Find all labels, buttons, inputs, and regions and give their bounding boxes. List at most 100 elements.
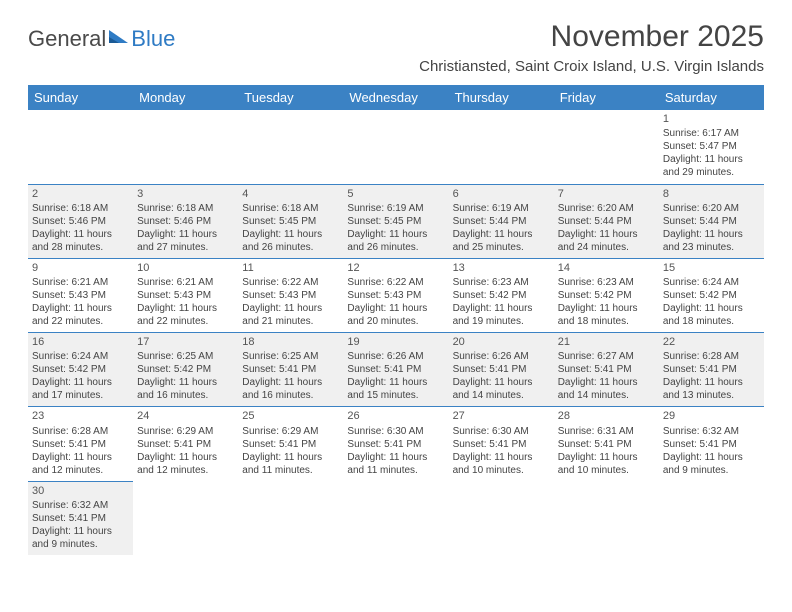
cell-line: and 10 minutes. [453,464,550,477]
calendar-cell: 7Sunrise: 6:20 AMSunset: 5:44 PMDaylight… [554,184,659,258]
calendar-cell-empty [133,481,238,555]
calendar-cell: 28Sunrise: 6:31 AMSunset: 5:41 PMDayligh… [554,407,659,481]
cell-line: Sunrise: 6:29 AM [137,425,234,438]
cell-line: Sunrise: 6:32 AM [663,425,760,438]
cell-line: Daylight: 11 hours [242,228,339,241]
cell-line: Sunset: 5:44 PM [663,215,760,228]
cell-line: Sunrise: 6:21 AM [32,276,129,289]
calendar-row: 2Sunrise: 6:18 AMSunset: 5:46 PMDaylight… [28,184,764,258]
cell-line: Sunset: 5:43 PM [347,289,444,302]
calendar-row: 1Sunrise: 6:17 AMSunset: 5:47 PMDaylight… [28,110,764,184]
cell-line: and 29 minutes. [663,166,760,179]
cell-line: Sunset: 5:44 PM [453,215,550,228]
calendar-row: 30Sunrise: 6:32 AMSunset: 5:41 PMDayligh… [28,481,764,555]
calendar-row: 9Sunrise: 6:21 AMSunset: 5:43 PMDaylight… [28,258,764,332]
day-number: 5 [347,187,444,201]
cell-line: Daylight: 11 hours [663,153,760,166]
cell-line: Sunset: 5:41 PM [32,438,129,451]
calendar-cell: 6Sunrise: 6:19 AMSunset: 5:44 PMDaylight… [449,184,554,258]
day-number: 23 [32,409,129,423]
cell-line: Sunrise: 6:20 AM [558,202,655,215]
day-number: 16 [32,335,129,349]
day-header: Saturday [659,85,764,110]
cell-line: Sunset: 5:42 PM [137,363,234,376]
cell-line: Daylight: 11 hours [663,451,760,464]
title-block: November 2025 Christiansted, Saint Croix… [419,20,764,75]
cell-line: Daylight: 11 hours [663,376,760,389]
calendar-cell: 29Sunrise: 6:32 AMSunset: 5:41 PMDayligh… [659,407,764,481]
cell-line: and 18 minutes. [663,315,760,328]
calendar-cell-empty [554,110,659,184]
day-number: 2 [32,187,129,201]
cell-line: Daylight: 11 hours [663,302,760,315]
day-number: 14 [558,261,655,275]
day-number: 7 [558,187,655,201]
cell-line: and 16 minutes. [242,389,339,402]
cell-line: Daylight: 11 hours [558,376,655,389]
cell-line: Sunset: 5:42 PM [453,289,550,302]
cell-line: and 16 minutes. [137,389,234,402]
calendar-cell: 22Sunrise: 6:28 AMSunset: 5:41 PMDayligh… [659,333,764,407]
day-header: Tuesday [238,85,343,110]
calendar-cell: 2Sunrise: 6:18 AMSunset: 5:46 PMDaylight… [28,184,133,258]
cell-line: and 11 minutes. [347,464,444,477]
day-number: 18 [242,335,339,349]
calendar-cell: 14Sunrise: 6:23 AMSunset: 5:42 PMDayligh… [554,258,659,332]
cell-line: and 10 minutes. [558,464,655,477]
day-number: 29 [663,409,760,423]
calendar-cell: 18Sunrise: 6:25 AMSunset: 5:41 PMDayligh… [238,333,343,407]
cell-line: Sunrise: 6:30 AM [453,425,550,438]
cell-line: and 25 minutes. [453,241,550,254]
month-title: November 2025 [419,20,764,54]
cell-line: Sunrise: 6:30 AM [347,425,444,438]
calendar-cell: 16Sunrise: 6:24 AMSunset: 5:42 PMDayligh… [28,333,133,407]
cell-line: and 28 minutes. [32,241,129,254]
day-number: 10 [137,261,234,275]
cell-line: Daylight: 11 hours [558,302,655,315]
cell-line: Daylight: 11 hours [453,376,550,389]
cell-line: Sunset: 5:41 PM [347,363,444,376]
cell-line: and 12 minutes. [32,464,129,477]
day-header: Friday [554,85,659,110]
cell-line: Daylight: 11 hours [347,451,444,464]
cell-line: Daylight: 11 hours [137,451,234,464]
cell-line: Sunrise: 6:32 AM [32,499,129,512]
cell-line: and 27 minutes. [137,241,234,254]
cell-line: Sunset: 5:42 PM [558,289,655,302]
cell-line: and 23 minutes. [663,241,760,254]
cell-line: and 18 minutes. [558,315,655,328]
cell-line: Daylight: 11 hours [347,228,444,241]
calendar-cell-empty [659,481,764,555]
cell-line: Sunset: 5:43 PM [242,289,339,302]
cell-line: Daylight: 11 hours [453,451,550,464]
header: General Blue November 2025 Christiansted… [28,20,764,75]
logo-text-dark: General [28,26,106,52]
cell-line: and 11 minutes. [242,464,339,477]
calendar-cell: 13Sunrise: 6:23 AMSunset: 5:42 PMDayligh… [449,258,554,332]
cell-line: Daylight: 11 hours [242,451,339,464]
day-number: 27 [453,409,550,423]
day-number: 22 [663,335,760,349]
cell-line: Daylight: 11 hours [32,302,129,315]
cell-line: and 14 minutes. [453,389,550,402]
cell-line: Sunset: 5:41 PM [663,363,760,376]
location: Christiansted, Saint Croix Island, U.S. … [419,58,764,75]
cell-line: Daylight: 11 hours [347,376,444,389]
cell-line: and 19 minutes. [453,315,550,328]
cell-line: Sunset: 5:44 PM [558,215,655,228]
cell-line: Daylight: 11 hours [242,302,339,315]
cell-line: Sunset: 5:45 PM [242,215,339,228]
day-header: Sunday [28,85,133,110]
cell-line: Sunrise: 6:18 AM [137,202,234,215]
cell-line: Sunrise: 6:21 AM [137,276,234,289]
cell-line: Daylight: 11 hours [347,302,444,315]
calendar-cell: 4Sunrise: 6:18 AMSunset: 5:45 PMDaylight… [238,184,343,258]
day-number: 19 [347,335,444,349]
calendar-cell: 24Sunrise: 6:29 AMSunset: 5:41 PMDayligh… [133,407,238,481]
cell-line: and 22 minutes. [137,315,234,328]
calendar-table: SundayMondayTuesdayWednesdayThursdayFrid… [28,85,764,555]
cell-line: Sunrise: 6:24 AM [663,276,760,289]
cell-line: Sunset: 5:41 PM [558,363,655,376]
day-number: 11 [242,261,339,275]
cell-line: Sunrise: 6:28 AM [663,350,760,363]
